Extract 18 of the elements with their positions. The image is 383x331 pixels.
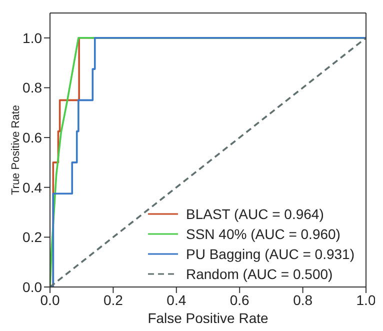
y-tick-label: 0.0 xyxy=(22,278,42,295)
x-tick-label: 0.2 xyxy=(103,292,124,308)
y-tick-label: 0.8 xyxy=(22,80,42,96)
y-tick-label: 0.4 xyxy=(22,179,42,196)
x-tick-label: 0.0 xyxy=(40,292,60,308)
x-tick-label: 0.6 xyxy=(230,292,250,308)
legend-label: BLAST (AUC = 0.964) xyxy=(186,206,324,222)
x-axis-title: False Positive Rate xyxy=(148,310,269,326)
legend-label: Random (AUC = 0.500) xyxy=(186,266,333,282)
x-tick-label: 1.0 xyxy=(356,292,376,308)
x-tick-label: 0.8 xyxy=(293,292,313,308)
legend-label: SSN 40% (AUC = 0.960) xyxy=(186,226,340,242)
y-tick-label: 0.6 xyxy=(22,130,42,146)
y-tick-label: 1.0 xyxy=(22,30,42,46)
y-tick-label: 0.2 xyxy=(22,229,42,246)
y-axis-title: True Positive Rate xyxy=(10,104,22,196)
legend-label: PU Bagging (AUC = 0.931) xyxy=(186,246,354,262)
x-tick-label: 0.4 xyxy=(166,292,186,308)
